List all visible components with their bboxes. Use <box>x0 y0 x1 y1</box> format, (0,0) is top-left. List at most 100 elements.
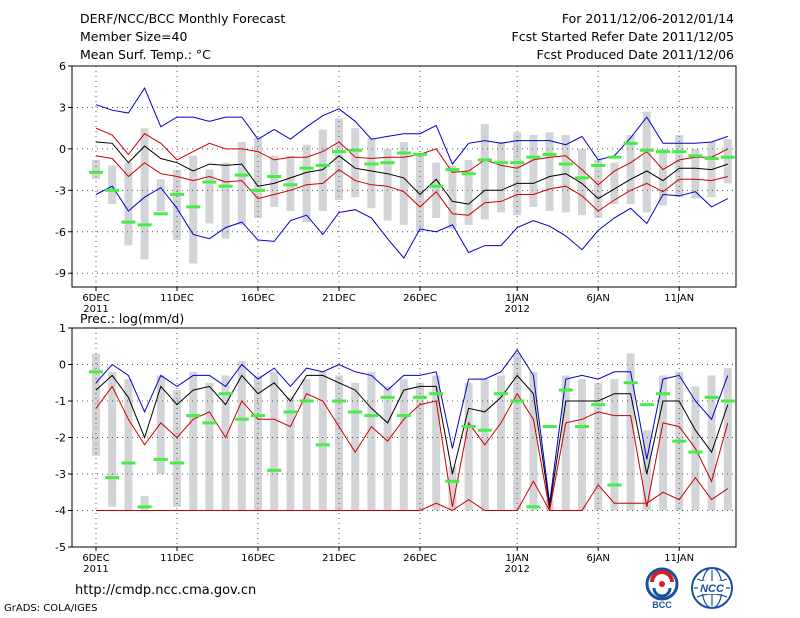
precipitation-spread-bar-10 <box>254 375 262 511</box>
temperature-obs-marker-21 <box>429 184 444 188</box>
precipitation-obs-marker-21 <box>429 392 444 396</box>
ncc-logo: NCC <box>691 567 733 609</box>
temperature-ytick-label-1: 3 <box>59 101 66 114</box>
temperature-xtick-label-6: 6JAN <box>586 293 609 304</box>
precipitation-obs-marker-17 <box>364 414 379 418</box>
temperature-spread-bar-2 <box>124 162 133 246</box>
temperature-spread-bar-15 <box>335 118 343 200</box>
precipitation-spread-bar-8 <box>221 375 230 511</box>
precipitation-obs-marker-38 <box>704 395 719 399</box>
temperature-obs-marker-26 <box>510 161 525 165</box>
precipitation-spread-bar-22 <box>448 466 457 511</box>
temperature-obs-marker-34 <box>639 148 654 152</box>
temperature-spread-bar-26 <box>513 132 522 216</box>
header-title: DERF/NCC/BCC Monthly Forecast <box>80 11 286 26</box>
precipitation-obs-marker-10 <box>251 414 265 418</box>
precipitation-spread-bar-3 <box>140 495 149 511</box>
temperature-obs-marker-13 <box>299 166 314 170</box>
temperature-xtick-sublabel-0: 2011 <box>83 304 108 315</box>
precipitation-obs-marker-15 <box>332 399 346 403</box>
precipitation-obs-marker-36 <box>672 439 687 443</box>
precipitation-xtick-label-0: 6DEC <box>82 553 109 564</box>
temperature-spread-bar-1 <box>108 165 117 205</box>
temperature-spread-bar-16 <box>351 128 360 198</box>
temperature-spread-bar-28 <box>545 132 554 212</box>
precipitation-spread-bar-12 <box>286 397 295 511</box>
precipitation-spread-bar-29 <box>561 375 570 511</box>
precipitation-obs-marker-25 <box>494 392 508 396</box>
precipitation-spread-bar-26 <box>513 353 522 511</box>
temperature-spread-bar-27 <box>529 135 538 207</box>
precipitation-obs-marker-31 <box>591 403 606 407</box>
precipitation-spread-bar-30 <box>578 379 586 511</box>
precipitation-spread-bar-25 <box>497 375 505 511</box>
precipitation-spread-bar-13 <box>302 379 311 511</box>
precipitation-ytick-label-2: -1 <box>55 395 66 408</box>
temperature-spread-bar-6 <box>189 155 198 264</box>
temperature-spread-bar-35 <box>659 148 667 206</box>
precipitation-xtick-label-2: 16DEC <box>241 553 275 564</box>
precipitation-xtick-label-5: 1JAN <box>505 553 528 564</box>
temperature-spread-bar-31 <box>594 159 603 218</box>
precipitation-spread-bar-33 <box>626 353 635 511</box>
precipitation-obs-marker-29 <box>558 388 573 392</box>
precipitation-obs-marker-5 <box>170 461 184 465</box>
precipitation-obs-marker-32 <box>607 483 622 487</box>
temperature-obs-marker-2 <box>121 220 136 224</box>
temperature-spread-bar-14 <box>318 129 327 212</box>
precipitation-obs-marker-27 <box>526 505 541 509</box>
precipitation-xtick-label-6: 6JAN <box>586 553 609 564</box>
temperature-obs-marker-17 <box>364 162 379 166</box>
temperature-xtick-label-1: 11DEC <box>160 293 194 304</box>
temperature-obs-marker-14 <box>315 163 330 167</box>
temperature-spread-bar-39 <box>723 139 732 184</box>
precipitation-obs-marker-6 <box>186 414 201 418</box>
precipitation-obs-marker-8 <box>218 392 233 396</box>
precipitation-obs-marker-34 <box>639 403 654 407</box>
temperature-ytick-label-3: -3 <box>55 184 66 197</box>
precipitation-obs-marker-14 <box>315 443 330 447</box>
bcc-logo: BCC <box>645 567 679 610</box>
temperature-obs-marker-35 <box>656 150 670 154</box>
temperature-spread-bar-32 <box>610 162 619 205</box>
temperature-obs-marker-15 <box>332 150 346 154</box>
precipitation-line-ensemble-max <box>95 349 729 504</box>
temperature-ytick-label-4: -6 <box>55 226 66 239</box>
temperature-xtick-label-3: 21DEC <box>322 293 356 304</box>
precipitation-obs-marker-16 <box>348 410 363 414</box>
temperature-obs-marker-20 <box>413 152 427 156</box>
precipitation-xtick-sublabel-5: 2012 <box>504 564 529 575</box>
precipitation-spread-bar-9 <box>237 360 246 511</box>
temperature-spread-bar-9 <box>237 141 246 225</box>
temperature-obs-marker-28 <box>542 152 557 156</box>
precipitation-obs-marker-9 <box>234 417 249 421</box>
precipitation-obs-marker-28 <box>542 425 557 429</box>
temperature-line-ensemble-min <box>95 185 729 259</box>
precipitation-spread-bar-1 <box>108 371 117 507</box>
precipitation-spread-bar-32 <box>610 379 619 511</box>
temperature-obs-marker-23 <box>461 172 476 176</box>
temperature-spread-bar-18 <box>383 148 392 221</box>
precipitation-obs-marker-1 <box>105 476 120 480</box>
temperature-spread-bar-10 <box>254 137 262 218</box>
precipitation-obs-marker-3 <box>137 505 152 509</box>
temperature-ytick-label-2: 0 <box>59 143 66 156</box>
precipitation-xtick-label-3: 21DEC <box>322 553 356 564</box>
precipitation-spread-bar-21 <box>432 375 441 511</box>
temperature-obs-marker-31 <box>591 163 606 167</box>
temperature-obs-marker-3 <box>137 223 152 227</box>
temperature-line-lower-percentile <box>95 155 728 216</box>
temperature-obs-marker-8 <box>218 184 233 188</box>
temperature-spread-bar-22 <box>448 165 457 229</box>
temperature-spread-bar-4 <box>156 179 165 212</box>
precipitation-obs-marker-33 <box>623 381 638 385</box>
temperature-spread-bar-19 <box>399 141 408 225</box>
temperature-ytick-label-0: 6 <box>59 60 66 73</box>
precipitation-ytick-label-5: -4 <box>55 505 66 518</box>
website-url[interactable]: http://cmdp.ncc.cma.gov.cn <box>75 583 257 598</box>
precipitation-obs-marker-35 <box>656 392 670 396</box>
fcst-started-date: Fcst Started Refer Date 2011/12/05 <box>511 29 735 44</box>
temperature-line-upper-percentile <box>95 127 729 186</box>
